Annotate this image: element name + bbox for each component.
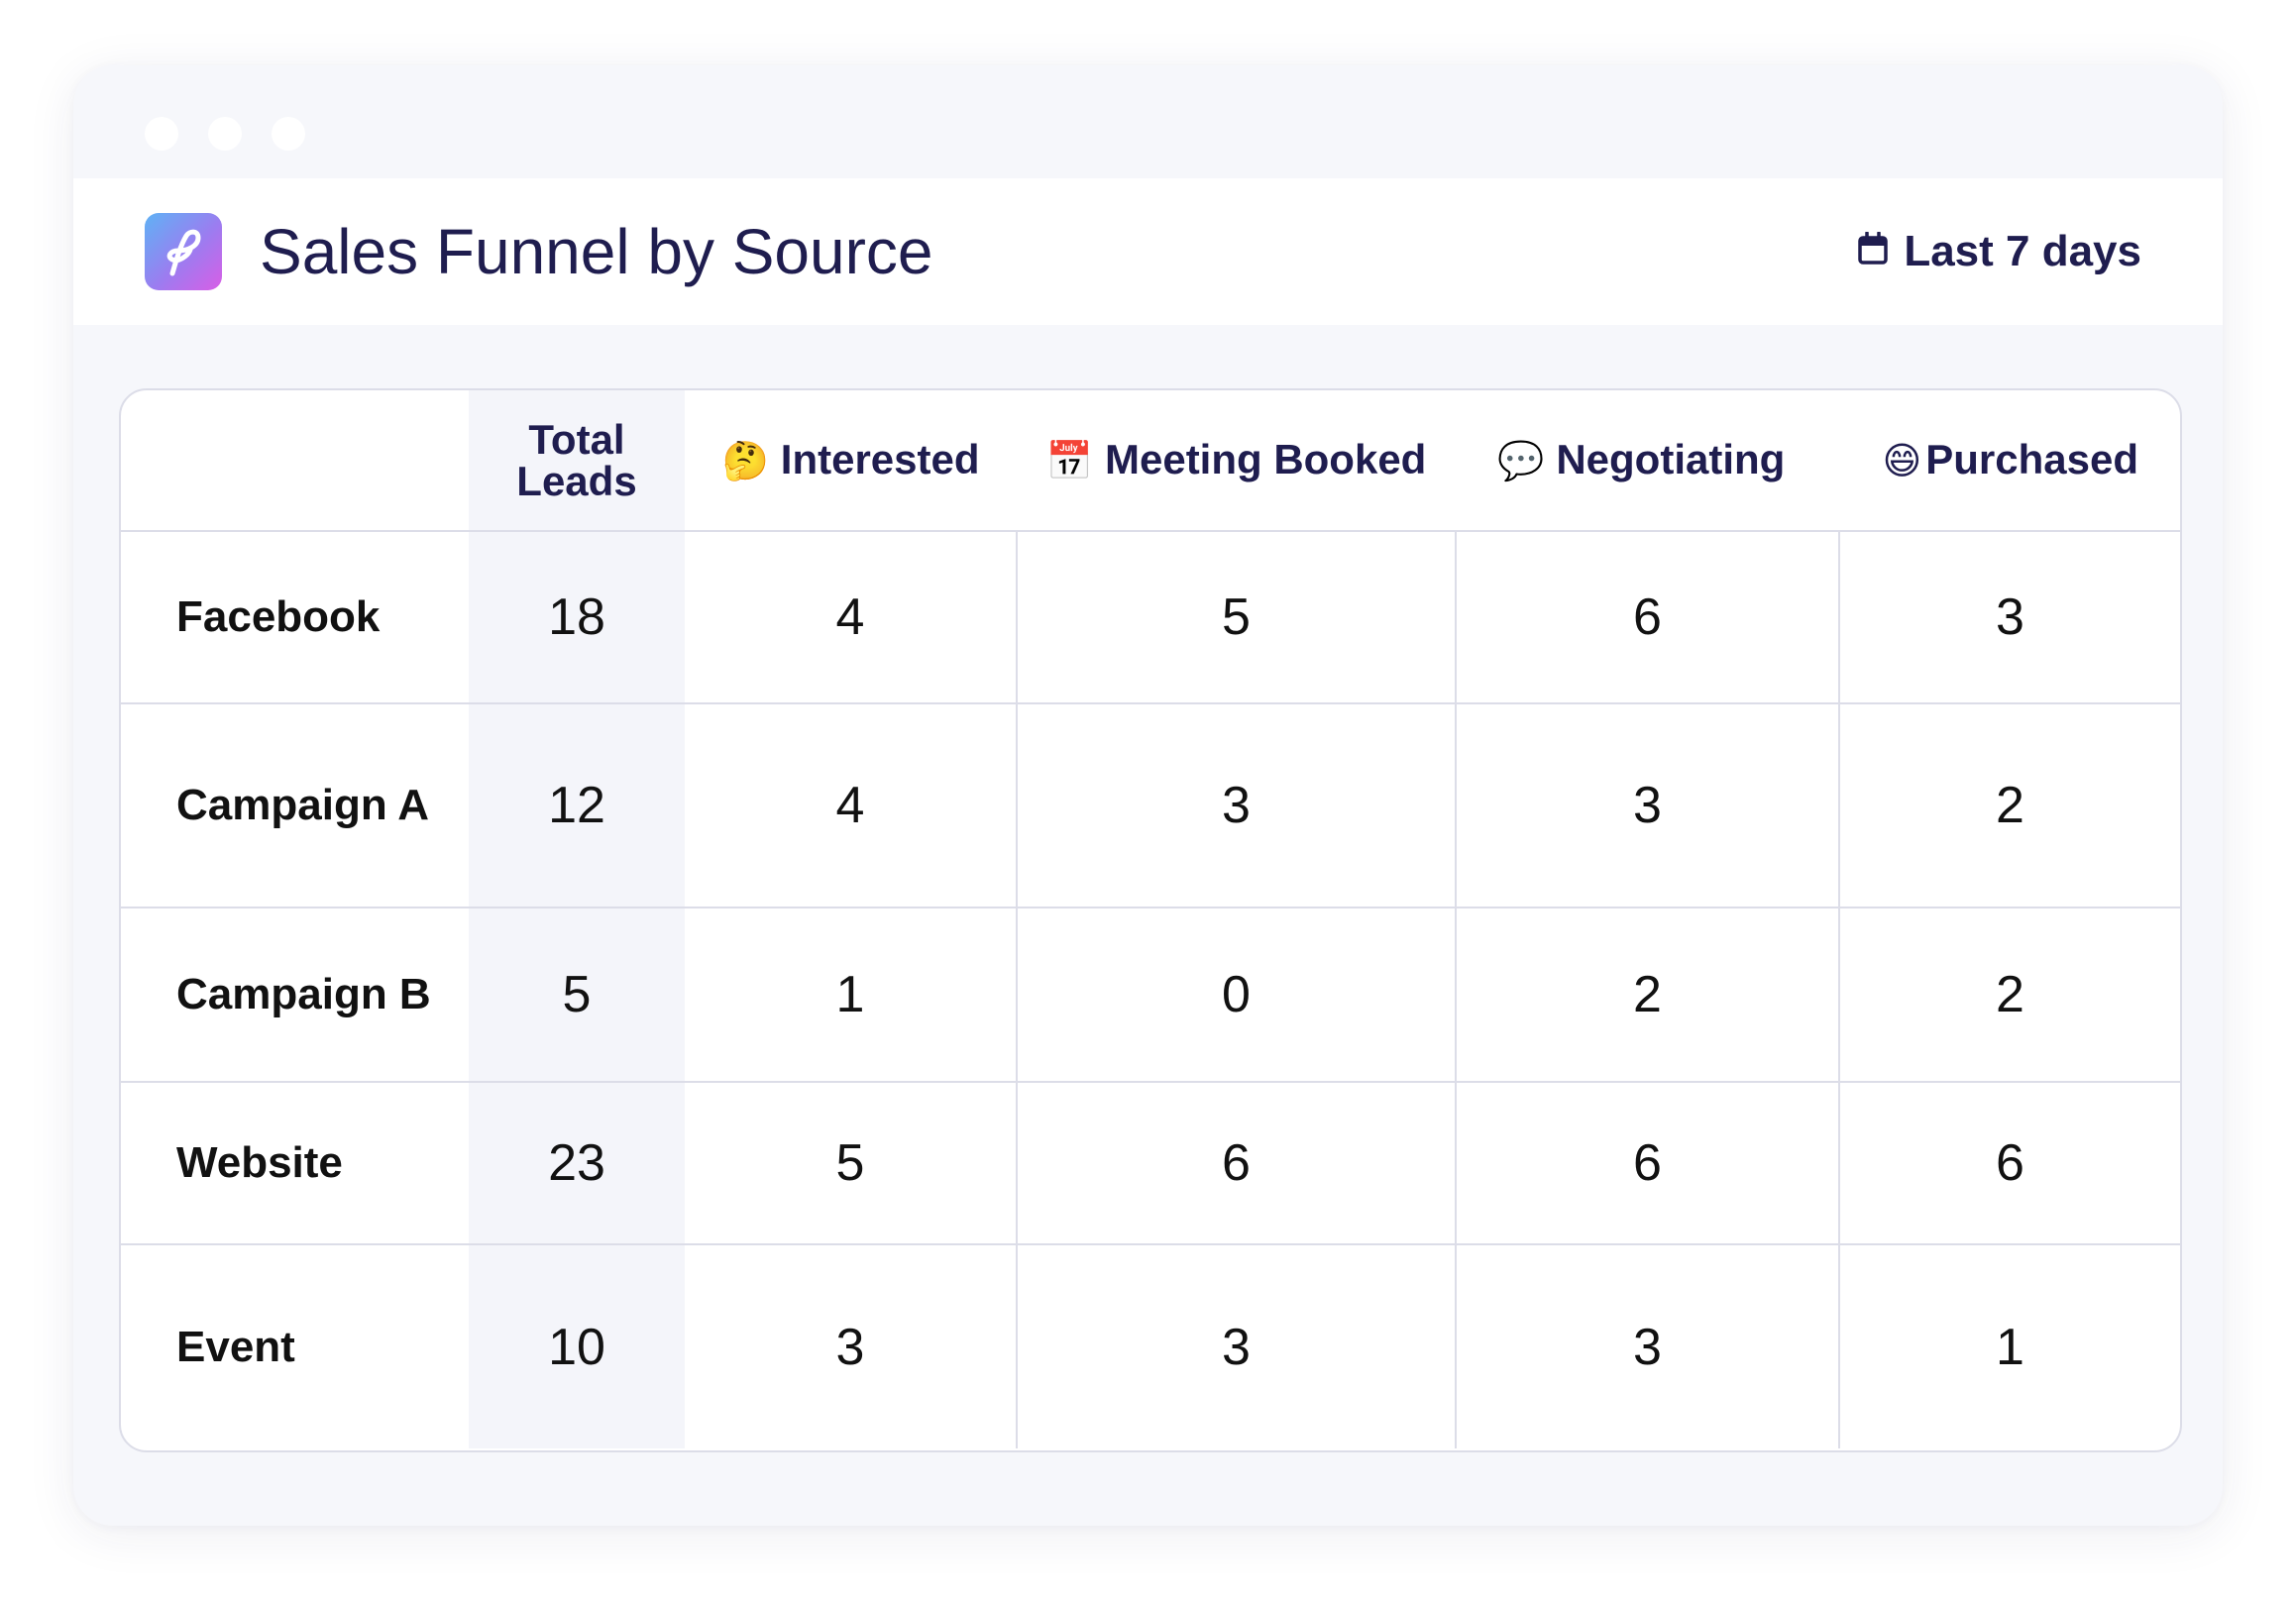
thinking-face-icon: 🤔 <box>721 441 769 483</box>
total-leads-cell: 18 <box>469 531 685 704</box>
column-header-total-leads[interactable]: Total Leads <box>469 390 685 532</box>
source-name: Event <box>176 1322 295 1371</box>
meeting-booked-cell: 3 <box>1016 1244 1456 1448</box>
interested-cell: 1 <box>685 908 1017 1083</box>
column-header-source <box>121 390 469 532</box>
table-header-row: Total Leads 🤔 Interested 📅 Meeting Booked … <box>121 390 2180 532</box>
meeting-booked-cell: 6 <box>1016 1082 1456 1245</box>
interested-cell: 3 <box>835 1318 865 1376</box>
window-controls <box>145 117 305 151</box>
source-name: Campaign A <box>121 703 469 908</box>
purchased-cell: 2 <box>1838 703 2180 908</box>
negotiating-cell: 3 <box>1455 703 1839 908</box>
app-window: Sales Funnel by Source Last 7 days <box>73 65 2223 1526</box>
window-control-dot[interactable] <box>272 117 305 151</box>
calendar-icon <box>1858 222 1889 281</box>
purchased-cell: 3 <box>1838 531 2180 704</box>
table-row[interactable]: Facebook 18 4 5 6 3 <box>121 531 2180 704</box>
total-leads-cell: 23 <box>469 1082 685 1245</box>
purchased-cell: 2 <box>1838 908 2180 1083</box>
meeting-booked-cell: 3 <box>1016 703 1456 908</box>
negotiating-cell: 2 <box>1455 908 1839 1083</box>
window-control-dot[interactable] <box>208 117 242 151</box>
funnel-table: Total Leads 🤔 Interested 📅 Meeting Booked … <box>121 390 2180 1448</box>
app-logo-icon <box>145 213 222 290</box>
column-header-purchased[interactable]: 😄Purchased <box>1839 390 2180 532</box>
purchased-cell: 1 <box>1838 1244 2180 1448</box>
purchased-cell: 6 <box>1838 1082 2180 1245</box>
page-title: Sales Funnel by Source <box>260 216 933 287</box>
meeting-booked-cell: 0 <box>1016 908 1456 1083</box>
source-name: Campaign B <box>121 908 469 1083</box>
table-row[interactable]: Campaign A 12 4 3 3 2 <box>121 703 2180 908</box>
calendar-icon: 📅 <box>1045 441 1093 483</box>
window-control-dot[interactable] <box>145 117 178 151</box>
column-header-negotiating[interactable]: 💬 Negotiating <box>1456 390 1839 532</box>
negotiating-cell: 3 <box>1455 1244 1839 1448</box>
speech-bubble-icon: 💬 <box>1497 441 1545 483</box>
table-row[interactable]: Event 10 3 3 3 1 <box>121 1244 2180 1448</box>
column-header-meeting-booked[interactable]: 📅 Meeting Booked <box>1017 390 1456 532</box>
date-range-label: Last 7 days <box>1904 227 2141 275</box>
interested-cell: 4 <box>685 531 1017 704</box>
header-bar: Sales Funnel by Source Last 7 days <box>73 178 2223 325</box>
interested-cell: 5 <box>685 1082 1017 1245</box>
grinning-face-icon: 😄 <box>1882 441 1922 483</box>
interested-cell: 4 <box>685 703 1017 908</box>
source-name: Website <box>121 1082 469 1245</box>
negotiating-cell: 6 <box>1455 1082 1839 1245</box>
date-range-selector[interactable]: Last 7 days <box>1858 222 2141 281</box>
meeting-booked-cell: 5 <box>1016 531 1456 704</box>
total-leads-cell: 12 <box>469 703 685 908</box>
funnel-table-card: Total Leads 🤔 Interested 📅 Meeting Booked … <box>119 388 2182 1452</box>
total-leads-cell: 5 <box>469 908 685 1083</box>
column-header-interested[interactable]: 🤔 Interested <box>685 390 1017 532</box>
table-row[interactable]: Campaign B 5 1 0 2 2 <box>121 908 2180 1083</box>
source-name: Facebook <box>121 531 469 704</box>
negotiating-cell: 6 <box>1455 531 1839 704</box>
table-row[interactable]: Website 23 5 6 6 6 <box>121 1082 2180 1245</box>
total-leads-cell: 10 <box>469 1244 685 1448</box>
